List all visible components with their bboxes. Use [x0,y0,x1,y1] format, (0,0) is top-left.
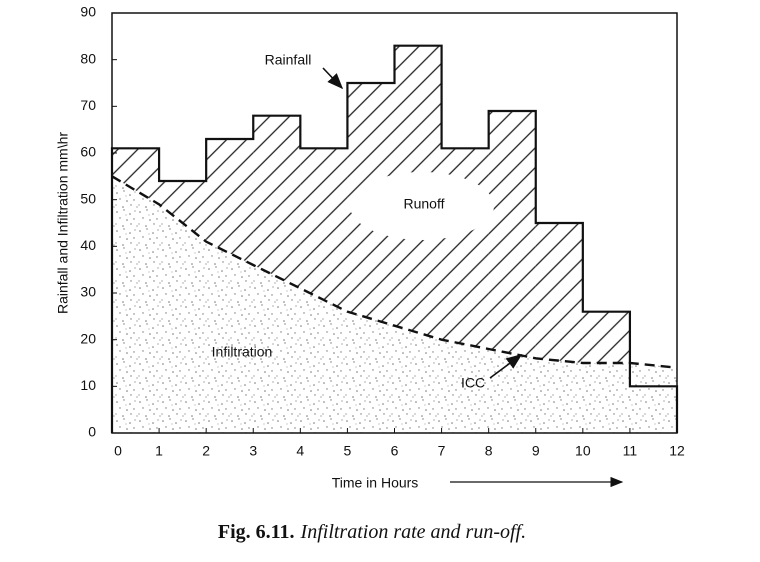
y-tick-label: 20 [80,330,96,346]
x-tick-label: 1 [155,443,163,459]
y-tick-label: 30 [80,284,96,300]
x-tick-label: 9 [532,443,540,459]
x-tick-label: 12 [669,443,685,459]
y-tick-label: 40 [80,237,96,253]
y-tick-label: 70 [80,97,96,113]
y-tick-label: 50 [80,190,96,206]
y-tick-label: 10 [80,377,96,393]
annotation: Infiltration [212,344,273,360]
y-tick-label: 60 [80,144,96,160]
rainfall-outline [110,44,679,433]
x-tick-label: 8 [485,443,493,459]
x-tick-label: 5 [344,443,352,459]
x-tick-label: 0 [114,443,122,459]
caption: Fig. 6.11. Infiltration rate and run-off. [218,521,526,543]
y-tick-label: 90 [80,4,96,20]
annotation: Runoff [404,196,445,212]
x-tick-label: 6 [391,443,399,459]
annotation: ICC [461,375,485,391]
caption-label: Fig. 6.11. [218,521,295,543]
x-tick-label: 4 [296,443,304,459]
rainfall-arrow [322,67,344,90]
x-tick-label: 7 [438,443,446,459]
annotation: Rainfall [265,52,312,68]
infiltration-area [112,176,677,434]
y-axis-label: Rainfall and Infiltration mm\hr [55,132,71,314]
icc-arrow [489,354,523,379]
x-axis-label: Time in Hours [332,475,419,491]
x-tick-label: 2 [202,443,210,459]
icc-line [111,175,678,369]
caption-text: Infiltration rate and run-off. [300,521,527,543]
y-tick-label: 80 [80,50,96,66]
x-tick-label: 11 [623,443,638,459]
runoff-blank [350,172,494,240]
y-tick-label: 0 [88,424,96,440]
x-tick-label: 3 [249,443,257,459]
x-tick-label: 10 [575,443,591,459]
